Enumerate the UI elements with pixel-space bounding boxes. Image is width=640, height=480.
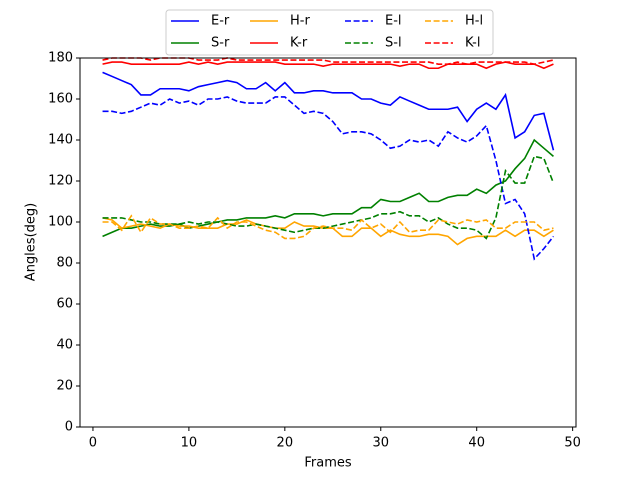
line-series — [102, 71, 555, 151]
line-series — [102, 57, 554, 65]
y-tick-label: 160 — [48, 92, 73, 107]
line-series — [102, 138, 554, 238]
line-series — [102, 96, 555, 261]
line-series — [102, 214, 554, 240]
y-tick-label: 0 — [65, 420, 73, 435]
legend-label: E-l — [385, 14, 402, 29]
legend-label: E-r — [211, 14, 230, 29]
y-tick-label: 60 — [56, 297, 73, 312]
line-series — [102, 155, 555, 240]
legend-label: K-r — [290, 36, 308, 51]
axes-frame — [79, 57, 577, 428]
legend-label: S-l — [385, 36, 402, 51]
x-tick-label: 0 — [89, 436, 97, 451]
line-series — [102, 217, 554, 246]
legend-label: H-r — [290, 14, 310, 29]
y-tick-label: 100 — [48, 215, 73, 230]
y-tick-label: 120 — [48, 174, 73, 189]
y-tick-label: 20 — [56, 379, 73, 394]
legend-box — [165, 9, 494, 56]
plot-area — [102, 57, 555, 261]
y-tick-label: 80 — [56, 256, 73, 271]
legend: E-r S-r H-r K-r E-l S-l H-l K-l — [165, 9, 494, 56]
y-tick-label: 180 — [48, 51, 73, 66]
y-tick-label: 40 — [56, 338, 73, 353]
legend-label: H-l — [465, 14, 483, 29]
x-tick-label: 40 — [468, 436, 485, 451]
x-axis-label: Frames — [304, 456, 352, 471]
x-tick-label: 10 — [181, 436, 198, 451]
x-tick-label: 50 — [564, 436, 581, 451]
x-tick-label: 20 — [277, 436, 294, 451]
legend-label: S-r — [211, 36, 230, 51]
x-tick-label: 30 — [372, 436, 389, 451]
y-axis-label: Angles(deg) — [24, 203, 39, 281]
line-series — [102, 61, 554, 70]
y-tick-label: 140 — [48, 133, 73, 148]
legend-label: K-l — [465, 36, 480, 51]
